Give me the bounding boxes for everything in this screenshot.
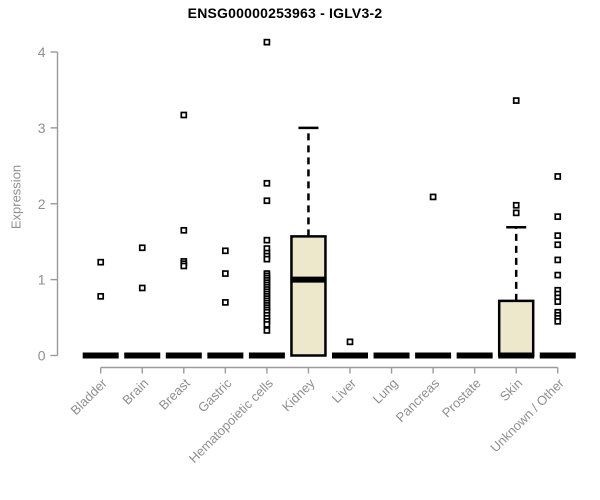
x-tick-label-kidney: Kidney — [279, 375, 318, 414]
outlier-point-unknown-other — [554, 241, 562, 249]
outlier-point-unknown-other — [554, 298, 562, 305]
outlier-point-skin — [512, 201, 520, 209]
outlier-point-skin — [512, 97, 520, 104]
outlier-point-hematopoietic-cells — [263, 236, 271, 244]
outlier-point-pancreas — [429, 193, 437, 201]
outlier-point-breast — [180, 111, 188, 119]
outlier-point-breast — [180, 226, 188, 234]
outlier-point-brain — [138, 284, 146, 292]
outlier-point-bladder — [97, 258, 105, 266]
x-tick-label-skin: Skin — [497, 376, 525, 404]
outlier-point-gastric — [222, 270, 229, 277]
x-tick-label-pancreas: Pancreas — [393, 375, 443, 425]
outlier-point-unknown-other — [554, 256, 562, 264]
outlier-point-brain — [138, 244, 146, 252]
y-tick-label: 1 — [38, 272, 46, 288]
y-tick-label: 2 — [38, 196, 46, 212]
outlier-point-unknown-other — [554, 271, 562, 279]
y-tick-label: 0 — [38, 348, 46, 364]
outlier-point-hematopoietic-cells — [263, 38, 271, 46]
outlier-point-unknown-other — [554, 232, 562, 239]
outlier-point-unknown-other — [554, 318, 562, 325]
outlier-point-unknown-other — [554, 213, 562, 221]
x-tick-label-brain: Brain — [119, 376, 151, 408]
box-kidney — [290, 235, 327, 357]
box-skin — [497, 299, 535, 357]
chart-title: ENSG00000253963 - IGLV3-2 — [187, 5, 383, 21]
y-tick-label: 3 — [38, 120, 46, 136]
outlier-point-hematopoietic-cells — [263, 197, 271, 205]
outlier-point-liver — [346, 338, 354, 346]
x-tick-label-lung: Lung — [370, 376, 401, 407]
outlier-point-unknown-other — [554, 173, 562, 180]
outlier-point-bladder — [97, 292, 105, 300]
outlier-point-skin — [512, 209, 520, 217]
outlier-point-hematopoietic-cells — [263, 255, 271, 263]
x-tick-label-bladder: Bladder — [68, 375, 111, 418]
outlier-point-gastric — [222, 247, 229, 255]
x-tick-label-liver: Liver — [329, 375, 360, 406]
x-tick-label-breast: Breast — [156, 375, 193, 412]
x-tick-label-gastric: Gastric — [195, 375, 235, 415]
outlier-point-hematopoietic-cells — [263, 179, 271, 187]
outlier-point-breast — [180, 262, 188, 270]
outlier-point-gastric — [222, 299, 229, 306]
x-tick-label-prostate: Prostate — [439, 376, 484, 421]
outlier-point-hematopoietic-cells — [263, 321, 271, 328]
outlier-point-hematopoietic-cells — [263, 327, 271, 334]
x-tick-label-unknown-other: Unknown / Other — [487, 375, 567, 455]
y-tick-label: 4 — [38, 44, 46, 60]
